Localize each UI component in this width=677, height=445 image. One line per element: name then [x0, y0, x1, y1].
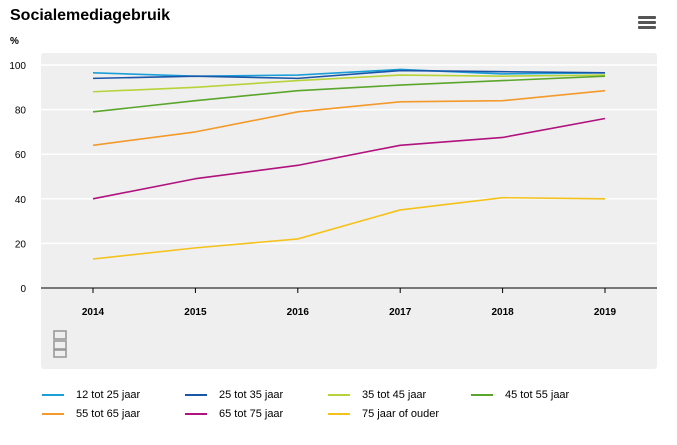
- y-axis-unit: %: [10, 36, 19, 47]
- legend-label: 35 tot 45 jaar: [362, 389, 427, 401]
- y-tick-label: 20: [15, 239, 27, 250]
- x-tick-label: 2016: [287, 307, 310, 318]
- legend-swatch: [328, 413, 350, 415]
- legend-item-7[interactable]: 75 jaar of ouder: [328, 408, 439, 420]
- cbs-logo-block: [53, 330, 67, 340]
- series-line-3: [92, 74, 606, 93]
- legend-item-1[interactable]: 12 tot 25 jaar: [42, 389, 140, 401]
- legend-label: 75 jaar of ouder: [362, 408, 440, 420]
- legend-label: 65 tot 75 jaar: [219, 408, 284, 420]
- y-tick-label: 80: [15, 106, 27, 117]
- legend-item-6[interactable]: 65 tot 75 jaar: [185, 408, 283, 420]
- legend-swatch: [471, 394, 493, 396]
- x-tick-label: 2017: [389, 307, 412, 318]
- series-line-7: [92, 196, 606, 260]
- series-line-4: [92, 75, 606, 113]
- legend-label: 12 tot 25 jaar: [76, 389, 141, 401]
- chart-title: Socialemediagebruik: [10, 7, 171, 24]
- legend-label: 55 tot 65 jaar: [76, 408, 141, 420]
- cbs-logo: [53, 330, 67, 358]
- cbs-logo-block: [53, 349, 67, 358]
- legend-swatch: [328, 394, 350, 396]
- y-tick-label: 40: [15, 195, 27, 206]
- series-line-5: [92, 89, 606, 147]
- legend-item-3[interactable]: 35 tot 45 jaar: [328, 389, 426, 401]
- y-tick-label: 0: [20, 284, 26, 295]
- y-tick-label: 100: [9, 61, 26, 72]
- x-tick-label: 2018: [491, 307, 514, 318]
- legend-swatch: [42, 413, 64, 415]
- legend-label: 45 tot 55 jaar: [505, 389, 570, 401]
- series-line-6: [92, 117, 606, 200]
- legend-item-5[interactable]: 55 tot 65 jaar: [42, 408, 140, 420]
- legend-swatch: [185, 413, 207, 415]
- plot-area: [41, 53, 657, 369]
- series-line-2: [92, 69, 606, 80]
- line-chart: 0 20 40 60 80 100 2014 2015 2016 2017 2018 2019: [9, 53, 657, 369]
- cbs-logo-block: [53, 340, 67, 350]
- hamburger-menu-icon[interactable]: [638, 16, 656, 32]
- series-line-1: [92, 68, 606, 77]
- legend-item-2[interactable]: 25 tot 35 jaar: [185, 389, 283, 401]
- legend-item-4[interactable]: 45 tot 55 jaar: [471, 389, 569, 401]
- x-tick-label: 2014: [82, 307, 105, 318]
- legend-swatch: [185, 394, 207, 396]
- x-tick-label: 2019: [594, 307, 617, 318]
- legend-swatch: [42, 394, 64, 396]
- legend-label: 25 tot 35 jaar: [219, 389, 284, 401]
- y-tick-label: 60: [15, 150, 27, 161]
- x-tick-label: 2015: [184, 307, 207, 318]
